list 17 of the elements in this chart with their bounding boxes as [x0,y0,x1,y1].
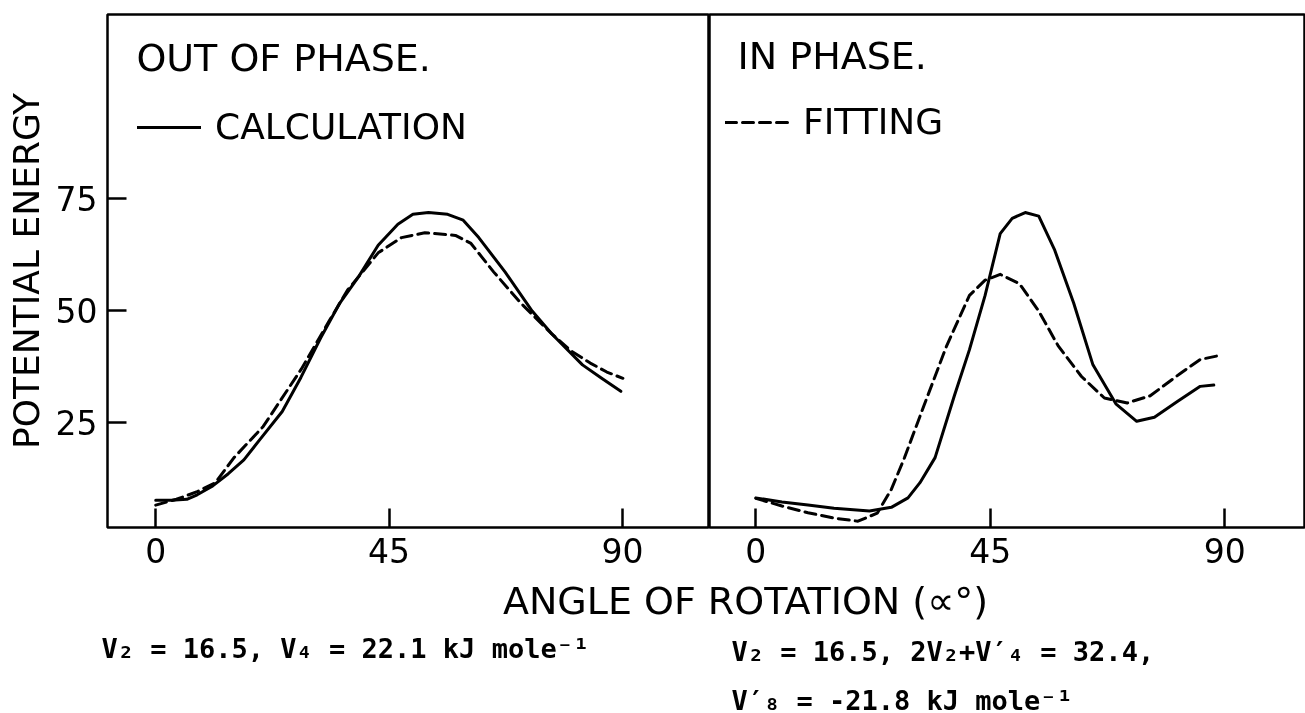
x-tick-label: 90 [601,531,644,571]
y-tick-label: 75 [55,179,98,219]
x-tick-label: 45 [368,531,411,571]
y-axis-title: POTENTIAL ENERGY [5,92,47,449]
x-tick-label: 0 [145,531,167,571]
y-tick-label: 25 [55,403,98,443]
y-tick-label: 50 [55,291,98,331]
x-axis-title: ANGLE OF ROTATION (∝°) [502,578,989,623]
text: V₂ = 16.5, V₄ = 22.1 kJ mole⁻¹ [101,632,590,664]
text: V₂ = 16.5, 2V₂+V′₄ = 32.4, V′₈ = -21.8 kJ mole⁻¹ [731,635,1155,713]
x-tick-label: 45 [969,531,1012,571]
x-tick-label: 0 [745,531,767,571]
text: OUT OF PHASE. [136,36,431,81]
x-tick-label: 90 [1203,531,1246,571]
text: IN PHASE. [737,33,927,78]
legend-label: CALCULATION [215,106,467,147]
legend-label: FITTING [803,101,944,142]
